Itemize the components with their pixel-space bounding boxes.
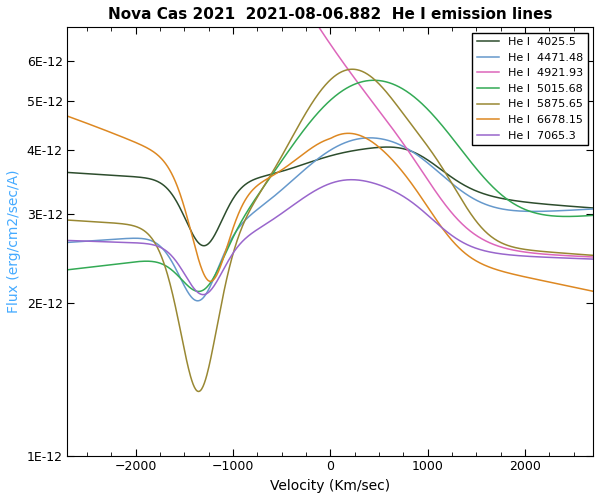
He I  5875.65 xyxy=(400,111,407,117)
He I  4921.93 xyxy=(369,100,376,105)
He I  4025.5 xyxy=(64,170,71,175)
He I  4921.93 xyxy=(398,139,406,145)
Title: Nova Cas 2021  2021-08-06.882  He I emission lines: Nova Cas 2021 2021-08-06.882 He I emissi… xyxy=(108,7,553,22)
He I  6678.15 xyxy=(369,140,376,145)
He I  5015.68 xyxy=(195,288,202,294)
He I  7065.3 xyxy=(64,238,71,244)
He I  7065.3 xyxy=(370,180,377,186)
He I  4471.48 xyxy=(384,138,391,143)
Line: He I  7065.3: He I 7065.3 xyxy=(67,180,593,294)
He I  7065.3 xyxy=(400,194,407,200)
He I  5875.65 xyxy=(370,76,377,82)
He I  7065.3 xyxy=(518,253,525,259)
He I  4025.5 xyxy=(96,172,103,177)
He I  5015.68 xyxy=(518,205,525,211)
Line: He I  4471.48: He I 4471.48 xyxy=(67,138,593,301)
He I  5015.68 xyxy=(370,78,377,84)
He I  5875.65 xyxy=(64,217,71,223)
He I  5015.68 xyxy=(370,78,377,84)
Line: He I  5015.68: He I 5015.68 xyxy=(67,80,593,292)
He I  4921.93 xyxy=(517,248,524,254)
He I  4471.48 xyxy=(370,135,377,141)
He I  6678.15 xyxy=(64,113,71,119)
He I  4921.93 xyxy=(589,254,596,260)
He I  4025.5 xyxy=(464,184,471,190)
He I  4471.48 xyxy=(464,192,471,198)
He I  6678.15 xyxy=(463,251,470,257)
He I  7065.3 xyxy=(348,176,355,182)
He I  6678.15 xyxy=(398,168,406,174)
He I  4921.93 xyxy=(383,118,390,124)
He I  4471.48 xyxy=(194,298,202,304)
He I  4025.5 xyxy=(383,144,391,150)
He I  5875.65 xyxy=(349,66,356,72)
He I  5015.68 xyxy=(400,86,407,92)
Line: He I  5875.65: He I 5875.65 xyxy=(67,69,593,392)
He I  5875.65 xyxy=(518,246,525,252)
Line: He I  4921.93: He I 4921.93 xyxy=(67,0,593,257)
He I  6678.15 xyxy=(517,273,524,279)
Legend: He I  4025.5, He I  4471.48, He I  4921.93, He I  5015.68, He I  5875.65, He I  : He I 4025.5, He I 4471.48, He I 4921.93,… xyxy=(472,33,587,145)
He I  5015.68 xyxy=(589,212,596,218)
He I  4471.48 xyxy=(589,206,596,212)
He I  4471.48 xyxy=(400,144,407,150)
He I  5875.65 xyxy=(96,219,103,225)
He I  5875.65 xyxy=(195,388,202,394)
He I  5015.68 xyxy=(384,80,391,86)
He I  5875.65 xyxy=(589,252,596,258)
He I  4025.5 xyxy=(518,198,525,204)
He I  4471.48 xyxy=(64,240,71,246)
He I  4471.48 xyxy=(96,237,103,243)
He I  7065.3 xyxy=(199,292,206,298)
He I  5015.68 xyxy=(96,263,103,269)
He I  4025.5 xyxy=(370,145,377,151)
X-axis label: Velocity (Km/sec): Velocity (Km/sec) xyxy=(270,479,391,493)
He I  4025.5 xyxy=(589,205,596,211)
He I  5875.65 xyxy=(464,206,471,212)
He I  4471.48 xyxy=(367,135,374,141)
He I  7065.3 xyxy=(384,186,391,192)
He I  7065.3 xyxy=(589,256,596,262)
Line: He I  4025.5: He I 4025.5 xyxy=(67,147,593,246)
He I  6678.15 xyxy=(383,151,390,157)
Y-axis label: Flux (erg/cm2/sec/A): Flux (erg/cm2/sec/A) xyxy=(7,170,21,313)
He I  5875.65 xyxy=(384,91,391,97)
He I  7065.3 xyxy=(96,238,103,244)
He I  4025.5 xyxy=(200,242,207,248)
He I  4471.48 xyxy=(518,208,525,214)
He I  4025.5 xyxy=(400,146,407,152)
He I  7065.3 xyxy=(464,242,471,248)
He I  6678.15 xyxy=(96,125,103,131)
He I  4921.93 xyxy=(463,224,470,230)
He I  4025.5 xyxy=(384,144,391,150)
He I  5015.68 xyxy=(64,267,71,273)
He I  6678.15 xyxy=(589,288,596,294)
Line: He I  6678.15: He I 6678.15 xyxy=(67,116,593,292)
He I  5015.68 xyxy=(464,154,471,160)
